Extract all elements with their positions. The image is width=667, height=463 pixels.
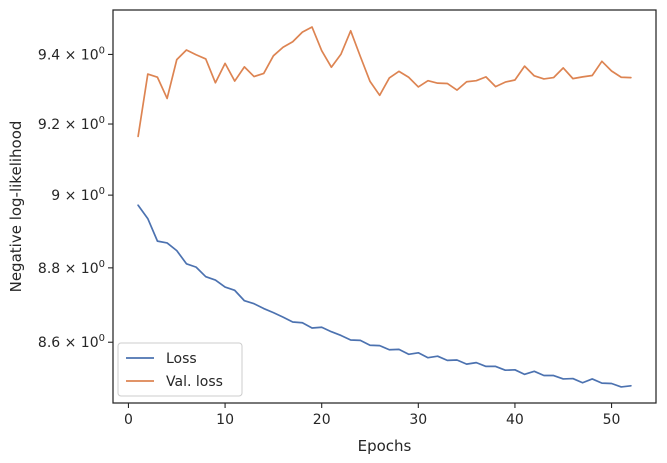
x-tick-label: 40	[506, 412, 524, 428]
y-axis-title: Negative log-likelihood	[7, 121, 25, 293]
y-tick-label: 8.8 × 100	[38, 259, 105, 277]
legend-label-val-loss: Val. loss	[166, 374, 223, 390]
x-tick-label: 0	[124, 412, 133, 428]
x-axis-title: Epochs	[358, 437, 412, 455]
x-tick-label: 50	[603, 412, 621, 428]
series-layer	[137, 26, 632, 388]
y-tick-label: 9.2 × 100	[38, 115, 105, 133]
y-tick-label: 9 × 100	[51, 186, 105, 204]
legend-label-loss: Loss	[166, 351, 197, 367]
y-tick-label: 8.6 × 100	[38, 333, 105, 351]
plot-frame	[112, 9, 657, 404]
plot-area	[113, 10, 656, 403]
x-axis: 0 10 20 30 40 50	[124, 403, 620, 428]
series-line-loss	[137, 204, 632, 388]
y-tick-label: 9.4 × 100	[38, 45, 105, 63]
legend-box	[117, 342, 243, 397]
x-tick-label: 20	[313, 412, 331, 428]
series-line-val-loss	[137, 26, 632, 138]
x-tick-label: 30	[409, 412, 427, 428]
y-axis: 8.6 × 100 8.8 × 100 9 × 100 9.2 × 100 9.4 × …	[38, 45, 113, 351]
x-tick-label: 10	[216, 412, 234, 428]
legend: Loss Val. loss	[117, 342, 243, 397]
